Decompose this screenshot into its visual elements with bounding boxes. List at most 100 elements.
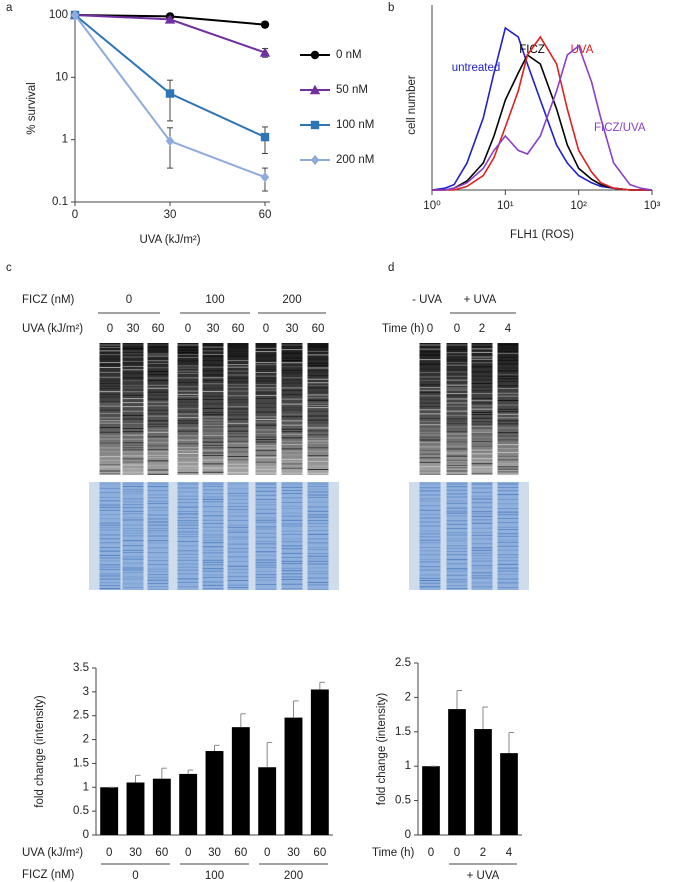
y-tick-label: 100 xyxy=(49,9,68,21)
lane xyxy=(177,343,199,475)
x-tick-label: 0 xyxy=(185,847,191,859)
y-tick-label: 0 xyxy=(83,829,89,841)
marker xyxy=(310,50,320,60)
treatment-value: 200 xyxy=(282,294,301,306)
marker xyxy=(164,14,176,24)
error-bar xyxy=(187,769,194,774)
legend-label: 100 nM xyxy=(336,119,374,131)
x-axis-label: UVA (kJ/m²) xyxy=(139,234,200,246)
lane xyxy=(122,482,144,590)
dose-label: UVA (kJ/m²) xyxy=(22,323,83,335)
bar xyxy=(258,767,277,835)
error-bar xyxy=(508,731,514,754)
lane xyxy=(419,482,441,590)
lane xyxy=(419,343,441,475)
lane xyxy=(307,482,329,590)
gel-image xyxy=(419,343,519,476)
lane xyxy=(446,343,468,475)
group-label: 200 xyxy=(284,870,303,882)
dose-value: 60 xyxy=(232,323,245,335)
dose-value: 30 xyxy=(286,323,299,335)
y-tick-label: 2.5 xyxy=(395,657,411,669)
lane xyxy=(227,482,249,590)
x-tick-label: 60 xyxy=(259,209,272,221)
dose-value: 0 xyxy=(107,323,113,335)
x-tick-label: 60 xyxy=(155,847,168,859)
y-tick-label: 0.5 xyxy=(73,805,89,817)
marker xyxy=(260,20,270,29)
y-tick-label: 1 xyxy=(62,134,68,146)
panel-label: d xyxy=(388,262,394,274)
panel-label: b xyxy=(388,2,394,14)
marker xyxy=(310,120,320,130)
panel-label: c xyxy=(6,262,12,274)
y-axis-label: fold change (intensity) xyxy=(34,695,46,808)
y-tick-label: 0.5 xyxy=(395,795,411,807)
group-label: 100 xyxy=(205,870,224,882)
lane xyxy=(202,482,224,590)
y-tick-label: 2 xyxy=(405,691,411,703)
lane xyxy=(122,343,144,475)
treatment-label: FICZ (nM) xyxy=(22,294,75,306)
y-tick-label: 1.5 xyxy=(395,726,411,738)
gel-image xyxy=(99,343,329,476)
bar xyxy=(474,729,492,835)
dose-value: 0 xyxy=(263,323,269,335)
lane xyxy=(281,343,303,475)
y-tick-label: 10 xyxy=(55,71,68,83)
y-tick-label: 0.1 xyxy=(52,196,68,208)
x-tick-label: 30 xyxy=(129,847,142,859)
bar xyxy=(422,766,440,835)
dose-value: 30 xyxy=(127,323,140,335)
dose-label: Time (h) xyxy=(382,323,425,335)
y-tick-label: 3.5 xyxy=(73,662,89,674)
x-tick-label: 0 xyxy=(264,847,270,859)
x-tick-label: 30 xyxy=(208,847,221,859)
group-axis-label: FICZ (nM) xyxy=(22,869,75,881)
bar xyxy=(448,709,466,835)
lane xyxy=(497,482,519,590)
dose-value: 30 xyxy=(207,323,220,335)
error-bar xyxy=(319,681,325,690)
coomassie-image xyxy=(409,482,529,590)
error-bar xyxy=(167,79,173,122)
treatment-value: 0 xyxy=(126,294,132,306)
lane xyxy=(177,482,199,590)
y-tick-label: 0 xyxy=(405,829,411,841)
dose-value: 2 xyxy=(479,323,485,335)
x-tick-label: 0 xyxy=(454,847,460,859)
histogram-line xyxy=(432,35,652,191)
x-tick-label: 2 xyxy=(480,847,486,859)
dose-value: 60 xyxy=(152,323,165,335)
bar xyxy=(284,717,303,835)
x-tick-label: 4 xyxy=(506,847,513,859)
lane xyxy=(471,482,493,590)
x-tick-label: 10³ xyxy=(644,200,661,212)
y-tick-label: 2 xyxy=(83,734,89,746)
coomassie-image xyxy=(89,482,339,591)
series-label: untreated xyxy=(452,62,501,74)
marker xyxy=(165,89,175,98)
legend-label: 200 nM xyxy=(336,154,374,166)
x-tick-label: 10² xyxy=(570,200,587,212)
x-tick-label: 10⁰ xyxy=(423,200,441,212)
lane xyxy=(281,482,303,590)
group-label: + UVA xyxy=(467,870,500,882)
marker xyxy=(70,9,80,21)
marker xyxy=(259,47,271,57)
bar xyxy=(152,778,171,835)
error-bar xyxy=(240,713,246,728)
series-label: FICZ xyxy=(519,44,545,56)
y-axis-label: % survival xyxy=(26,82,38,134)
x-tick-label: 30 xyxy=(287,847,300,859)
legend-label: 50 nM xyxy=(336,84,368,96)
y-tick-label: 1.5 xyxy=(73,757,89,769)
x-axis-label: UVA (kJ/m²) xyxy=(22,847,83,859)
series-label: FICZ/UVA xyxy=(594,122,646,134)
bar xyxy=(126,782,145,835)
y-axis-label: cell number xyxy=(406,75,418,135)
panel-label: a xyxy=(6,2,13,14)
bar xyxy=(205,751,224,835)
